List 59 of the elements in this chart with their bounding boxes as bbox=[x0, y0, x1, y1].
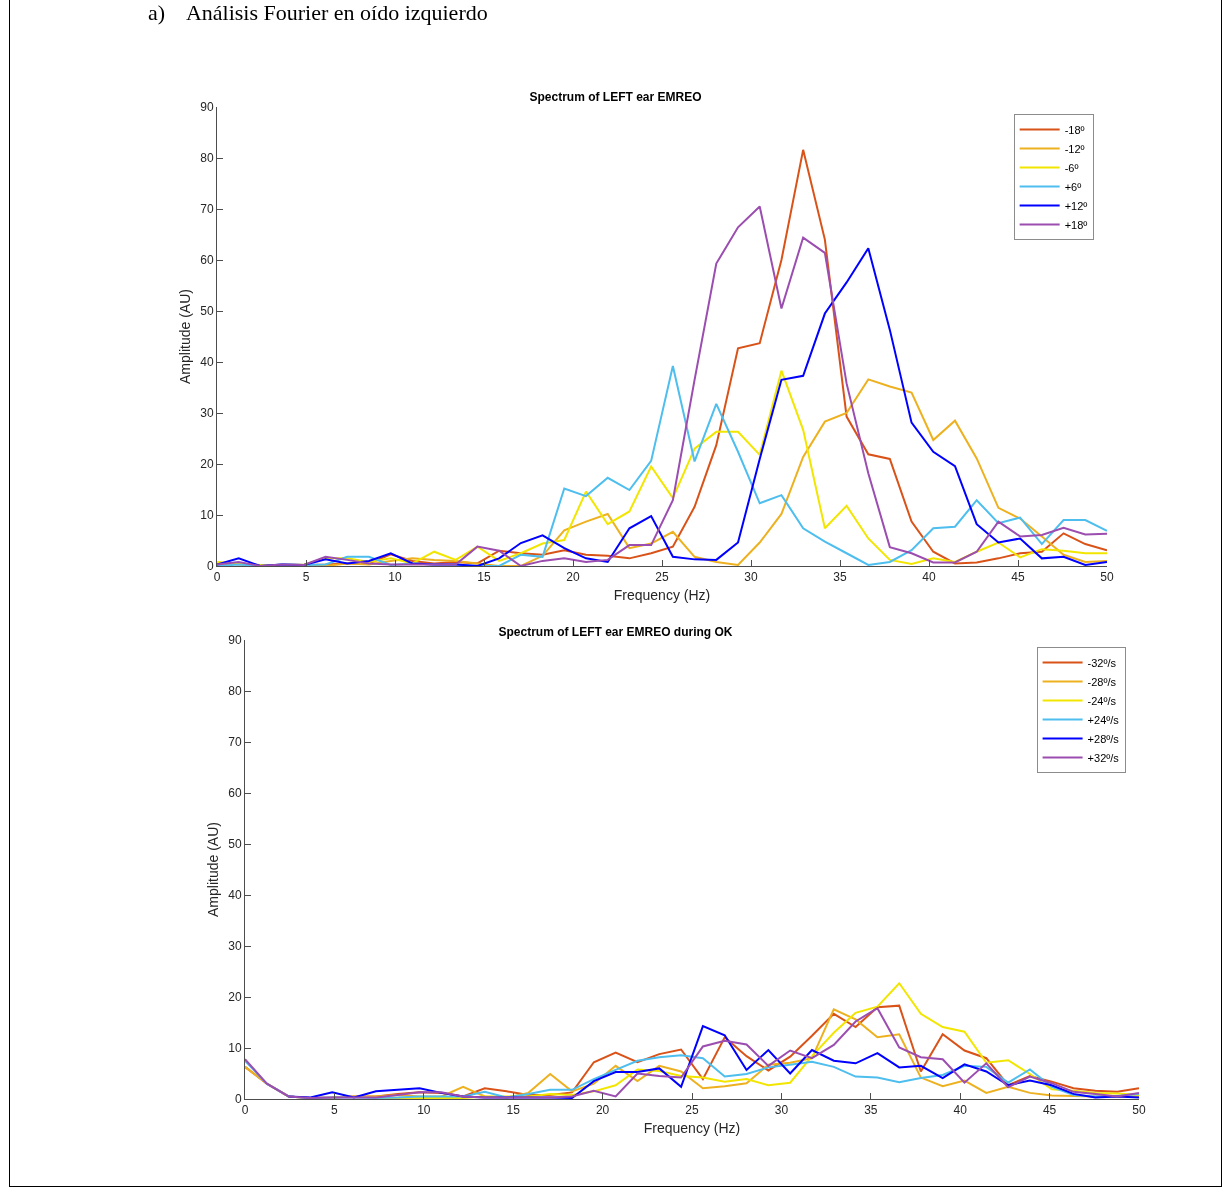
x-tick-label: 40 bbox=[922, 570, 936, 585]
y-tick-label: 0 bbox=[234, 1092, 242, 1107]
y-tick-label: 90 bbox=[200, 100, 214, 115]
y-tick-label: 70 bbox=[228, 735, 242, 750]
legend-label: +24º/s bbox=[1087, 713, 1120, 726]
y-tick-label: 50 bbox=[200, 304, 214, 319]
legend-label: -28º/s bbox=[1087, 675, 1117, 688]
legend-label: -32º/s bbox=[1087, 656, 1117, 669]
x-tick-label: 30 bbox=[744, 570, 758, 585]
x-tick-label: 5 bbox=[302, 570, 310, 585]
y-tick-label: 10 bbox=[200, 508, 214, 523]
y-tick-label: 80 bbox=[228, 684, 242, 699]
y-tick-label: 50 bbox=[228, 837, 242, 852]
x-tick-label: 35 bbox=[833, 570, 847, 585]
y-tick-label: 30 bbox=[200, 406, 214, 421]
legend-label: -6º bbox=[1064, 161, 1079, 174]
x-tick-label: 15 bbox=[477, 570, 491, 585]
y-tick-label: 10 bbox=[228, 1041, 242, 1056]
x-tick-label: 20 bbox=[566, 570, 580, 585]
legend-label: -12º bbox=[1064, 142, 1085, 155]
legend-label: +28º/s bbox=[1087, 732, 1120, 745]
x-tick-label: 30 bbox=[774, 1103, 789, 1118]
x-tick-label: 35 bbox=[864, 1103, 878, 1118]
y-tick-label: 90 bbox=[228, 633, 242, 648]
legend-label: +32º/s bbox=[1087, 751, 1120, 764]
x-axis-title: Frequency (Hz) bbox=[643, 1119, 741, 1136]
x-tick-label: 10 bbox=[417, 1103, 431, 1118]
x-tick-label: 50 bbox=[1100, 570, 1114, 585]
legend-label: +12º bbox=[1064, 199, 1088, 212]
legend-label: -24º/s bbox=[1087, 694, 1117, 707]
legend-label: +18º bbox=[1064, 218, 1088, 231]
chart-title: Spectrum of LEFT ear EMREO bbox=[529, 90, 702, 105]
x-tick-label: 50 bbox=[1132, 1103, 1146, 1118]
x-tick-label: 20 bbox=[595, 1103, 610, 1118]
y-axis-title: Amplitude (AU) bbox=[204, 822, 221, 917]
y-tick-label: 60 bbox=[228, 786, 242, 801]
y-tick-label: 70 bbox=[200, 202, 214, 217]
y-tick-label: 30 bbox=[228, 939, 242, 954]
y-axis-title: Amplitude (AU) bbox=[176, 289, 193, 384]
y-tick-label: 20 bbox=[228, 990, 242, 1005]
x-tick-label: 25 bbox=[685, 1103, 699, 1118]
text: a) Análisis Fourier en oído izquierdo bbox=[148, 0, 488, 26]
x-tick-label: 45 bbox=[1042, 1103, 1057, 1118]
x-tick-label: 45 bbox=[1011, 570, 1025, 585]
x-tick-label: 15 bbox=[506, 1103, 521, 1118]
x-axis-title: Frequency (Hz) bbox=[613, 586, 711, 603]
x-tick-label: 10 bbox=[388, 570, 402, 585]
y-tick-label: 40 bbox=[200, 355, 214, 370]
y-tick-label: 20 bbox=[200, 457, 214, 472]
legend-label: -18º bbox=[1064, 123, 1085, 136]
x-tick-label: 40 bbox=[953, 1103, 968, 1118]
x-tick-label: 25 bbox=[655, 570, 669, 585]
y-tick-label: 0 bbox=[206, 559, 214, 574]
y-tick-label: 60 bbox=[200, 253, 214, 268]
legend-label: +6º bbox=[1064, 180, 1082, 193]
y-tick-label: 80 bbox=[200, 151, 214, 166]
chart-title: Spectrum of LEFT ear EMREO during OK bbox=[498, 625, 733, 640]
y-tick-label: 40 bbox=[228, 888, 242, 903]
x-tick-label: 5 bbox=[331, 1103, 339, 1118]
